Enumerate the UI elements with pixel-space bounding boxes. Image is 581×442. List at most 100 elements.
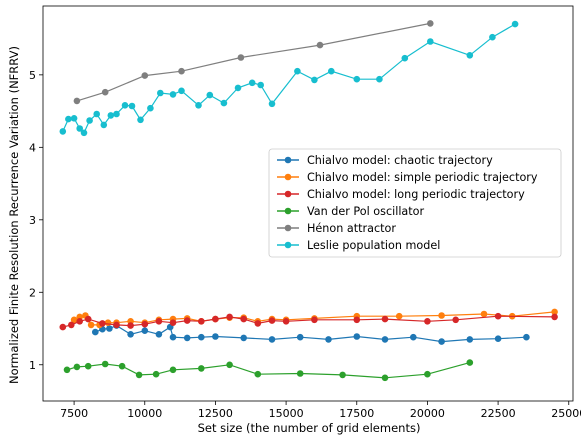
data-point	[268, 336, 276, 343]
data-point	[551, 308, 558, 316]
data-point	[118, 362, 126, 370]
data-point	[183, 317, 191, 324]
data-point	[107, 112, 115, 119]
data-point	[282, 318, 290, 325]
data-point	[466, 336, 474, 343]
data-point	[147, 104, 154, 112]
x-tick-label: 25000	[551, 407, 581, 420]
data-point	[86, 117, 93, 124]
data-point	[104, 319, 112, 327]
y-tick-label: 2	[29, 286, 36, 299]
data-point	[438, 312, 445, 319]
x-tick-label: 20000	[410, 407, 445, 420]
data-point	[99, 320, 106, 327]
data-point	[73, 97, 81, 105]
data-point	[135, 371, 143, 379]
legend-swatch-marker	[284, 190, 292, 198]
data-point	[248, 79, 256, 87]
data-point	[237, 54, 245, 61]
legend-entry: Leslie population model	[307, 239, 440, 252]
legend-swatch-marker	[284, 156, 292, 164]
data-point	[169, 91, 177, 98]
data-point	[220, 99, 228, 107]
series-line-4	[76, 22, 431, 102]
x-tick-label: 7500	[60, 407, 88, 420]
series-line-5	[62, 23, 516, 134]
data-point	[494, 335, 502, 343]
axes-frame	[42, 5, 574, 402]
data-point	[178, 87, 185, 95]
data-point	[59, 323, 67, 331]
plot-area: 7500 10000 12500 15000 17500 20000 22500 25000 1…	[29, 5, 581, 420]
x-tick-label: 15000	[269, 407, 304, 420]
data-point	[511, 20, 519, 28]
data-point	[395, 312, 403, 320]
data-point	[169, 366, 177, 374]
data-point	[212, 315, 219, 323]
data-point	[381, 374, 389, 382]
data-point	[178, 67, 185, 75]
data-point	[93, 110, 100, 118]
data-point	[195, 102, 202, 109]
data-point	[268, 317, 276, 324]
x-tick-label: 22500	[481, 407, 516, 420]
data-point	[157, 89, 164, 97]
data-point	[424, 370, 431, 378]
data-point	[155, 318, 163, 325]
data-point	[325, 336, 332, 343]
data-point	[100, 121, 108, 129]
data-point	[84, 362, 92, 370]
data-point	[73, 363, 81, 371]
data-point	[424, 318, 431, 325]
data-point	[328, 67, 335, 75]
data-point	[87, 321, 95, 329]
data-point	[63, 366, 71, 374]
legend-swatch-marker	[284, 173, 292, 181]
data-point	[268, 100, 276, 108]
data-point	[68, 321, 75, 329]
data-point	[113, 110, 120, 118]
data-point	[141, 327, 149, 335]
data-point	[438, 338, 445, 345]
data-point	[101, 88, 109, 96]
y-tick-label: 1	[29, 359, 36, 372]
data-point	[480, 310, 488, 318]
legend: Chialvo model: chaotic trajectory Chialvo…	[268, 148, 562, 258]
y-tick-label: 3	[29, 214, 36, 227]
data-point	[183, 334, 191, 342]
data-point	[257, 81, 265, 89]
data-point	[466, 359, 474, 366]
data-point	[353, 75, 361, 83]
data-point	[353, 333, 361, 340]
data-point	[127, 331, 134, 338]
data-point	[76, 318, 83, 325]
data-point	[198, 318, 205, 325]
legend-entry: Hénon attractor	[307, 222, 396, 235]
legend-swatch-marker	[284, 224, 292, 232]
data-point	[240, 315, 247, 323]
data-point	[410, 333, 417, 341]
data-point	[59, 128, 67, 135]
data-point	[141, 72, 149, 79]
data-point	[226, 313, 233, 321]
data-point	[254, 370, 262, 378]
data-point	[84, 315, 92, 323]
data-point	[141, 320, 149, 328]
data-point	[152, 370, 160, 378]
data-point	[294, 67, 301, 75]
x-tick-label: 12500	[198, 407, 233, 420]
data-point	[316, 41, 324, 49]
data-point	[128, 102, 136, 110]
legend-entry: Chialvo model: simple periodic trajector…	[307, 171, 538, 184]
legend-swatch-marker	[284, 207, 292, 215]
y-tick-label: 4	[29, 141, 36, 154]
data-point	[65, 115, 72, 123]
data-point	[452, 316, 460, 324]
data-point	[70, 115, 78, 122]
data-point	[234, 84, 242, 92]
legend-entry: Chialvo model: long periodic trajectory	[307, 188, 525, 201]
data-point	[101, 360, 109, 368]
x-tick-label: 17500	[339, 407, 374, 420]
data-point	[339, 371, 346, 379]
data-point	[489, 33, 496, 41]
